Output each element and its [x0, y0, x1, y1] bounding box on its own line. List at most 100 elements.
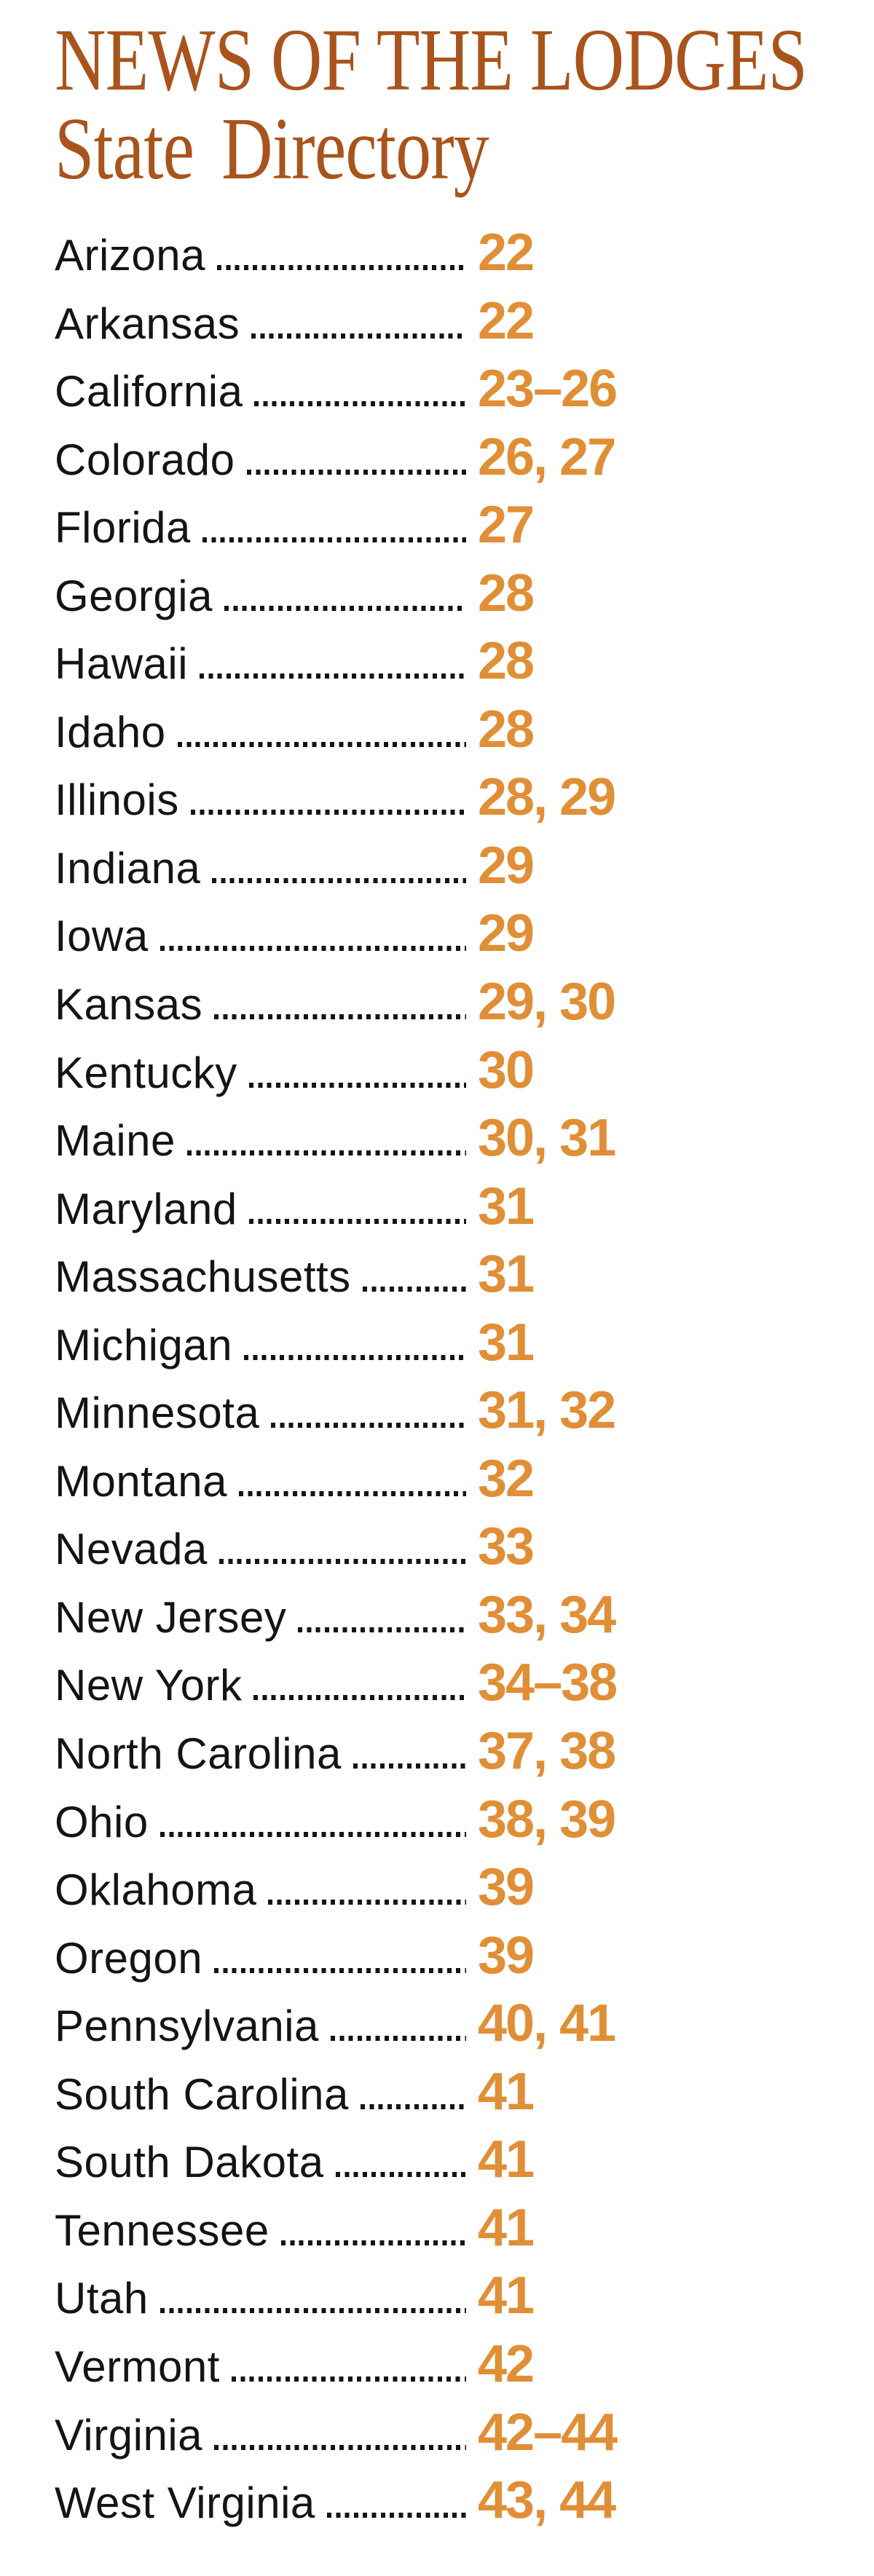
dotted-leader: [298, 1627, 466, 1632]
directory-row-name-leader: Florida: [55, 502, 466, 553]
state-name: Massachusetts: [55, 1252, 351, 1302]
page-numbers: 30: [478, 1040, 535, 1099]
state-name: Georgia: [55, 571, 213, 620]
directory-row-name-leader: Arizona: [55, 230, 466, 280]
directory-row: Michigan 31: [55, 1313, 830, 1381]
directory-row: Hawaii 28: [55, 631, 830, 700]
page-numbers: 39: [478, 1858, 535, 1917]
page-numbers: 31: [478, 1245, 535, 1304]
directory-row: Oklahoma 39: [55, 1857, 830, 1926]
state-name: Pennsylvania: [55, 2002, 319, 2051]
directory-row-name-leader: Kentucky: [55, 1048, 466, 1098]
dotted-leader: [353, 1763, 466, 1769]
dotted-leader: [177, 741, 466, 747]
directory-row: Nevada 33: [55, 1517, 830, 1585]
state-name: Utah: [55, 2274, 149, 2323]
directory-row: Montana 32: [55, 1449, 830, 1517]
dotted-leader: [268, 1900, 466, 1905]
dotted-leader: [200, 673, 466, 679]
page-numbers: 22: [478, 291, 535, 350]
state-name: Iowa: [55, 912, 149, 961]
state-name: Kentucky: [55, 1048, 237, 1097]
state-name: Michigan: [55, 1320, 233, 1370]
directory-row-name-leader: Vermont: [55, 2342, 466, 2392]
dotted-leader: [190, 810, 466, 815]
directory-row-name-leader: California: [55, 366, 466, 416]
dotted-leader: [239, 1490, 466, 1496]
page-numbers: 37, 38: [478, 1722, 616, 1781]
page-numbers: 22: [478, 224, 535, 282]
directory-row-name-leader: Oklahoma: [55, 1865, 466, 1915]
directory-row: Virginia 42–44: [55, 2403, 830, 2471]
page-numbers: 28: [478, 564, 535, 623]
directory-row: Georgia 28: [55, 564, 830, 632]
state-name: Minnesota: [55, 1388, 260, 1438]
page-numbers: 31: [478, 1177, 535, 1236]
state-name: South Dakota: [55, 2138, 324, 2187]
state-name: Maryland: [55, 1184, 237, 1233]
directory-row: Florida 27: [55, 495, 830, 564]
page-numbers: 30, 31: [478, 1109, 616, 1168]
directory-row: Illinois 28, 29: [55, 767, 830, 836]
directory-row: Kentucky 30: [55, 1040, 830, 1109]
state-name: Ohio: [55, 1797, 149, 1846]
directory-row: Minnesota 31, 32: [55, 1380, 830, 1449]
page-numbers: 32: [478, 1449, 535, 1508]
directory-row: Colorado 26, 27: [55, 427, 830, 496]
page-numbers: 41: [478, 2130, 535, 2189]
page-numbers: 27: [478, 496, 535, 555]
state-name: Kansas: [55, 980, 203, 1030]
directory-row: New Jersey 33, 34: [55, 1585, 830, 1654]
dotted-leader: [246, 469, 466, 475]
directory-row-name-leader: Pennsylvania: [55, 2001, 466, 2051]
dotted-leader: [244, 1354, 466, 1360]
directory-row-name-leader: Iowa: [55, 911, 466, 961]
directory-row: Maryland 31: [55, 1177, 830, 1245]
page-numbers: 28: [478, 700, 535, 759]
directory-row-name-leader: Michigan: [55, 1320, 466, 1370]
dotted-leader: [231, 2376, 466, 2382]
dotted-leader: [248, 1082, 466, 1088]
page-numbers: 38, 39: [478, 1790, 616, 1849]
directory-row-name-leader: South Dakota: [55, 2137, 466, 2187]
page-numbers: 39: [478, 1926, 535, 1985]
dotted-leader: [360, 2103, 466, 2109]
dotted-leader: [216, 265, 466, 270]
directory-row: Arkansas 22: [55, 291, 830, 360]
directory-row-name-leader: Illinois: [55, 775, 466, 825]
directory-row-name-leader: Tennessee: [55, 2205, 466, 2256]
page-numbers: 31: [478, 1313, 535, 1372]
state-name: Maine: [55, 1116, 176, 1166]
directory-row-name-leader: Montana: [55, 1456, 466, 1506]
directory-row-name-leader: West Virginia: [55, 2478, 466, 2528]
state-name: Virginia: [55, 2410, 203, 2460]
page-numbers: 33, 34: [478, 1585, 616, 1644]
state-name: New Jersey: [55, 1592, 287, 1642]
directory-row-name-leader: Idaho: [55, 707, 466, 757]
dotted-leader: [219, 1559, 466, 1565]
directory-row: Utah 41: [55, 2266, 830, 2334]
dotted-leader: [214, 1967, 466, 1973]
directory-row: Pennsylvania 40, 41: [55, 1994, 830, 2062]
page-numbers: 29: [478, 904, 535, 963]
state-name: California: [55, 367, 243, 416]
page-numbers: 23–26: [478, 360, 618, 419]
page-title: NEWS OF THE LODGES State Directory: [55, 16, 874, 194]
dotted-leader: [251, 333, 466, 339]
directory-row-name-leader: Arkansas: [55, 299, 466, 349]
page-numbers: 28, 29: [478, 768, 616, 827]
directory-row-name-leader: Massachusetts: [55, 1252, 466, 1302]
dotted-leader: [280, 2240, 466, 2245]
page-numbers: 29, 30: [478, 973, 616, 1032]
directory-row-name-leader: Minnesota: [55, 1388, 466, 1438]
directory-row: Massachusetts 31: [55, 1244, 830, 1313]
state-name: Nevada: [55, 1525, 208, 1574]
directory-row-name-leader: Nevada: [55, 1524, 466, 1574]
state-name: Oregon: [55, 1933, 203, 1983]
directory-row-name-leader: Virginia: [55, 2410, 466, 2460]
dotted-leader: [254, 401, 466, 407]
dotted-leader: [326, 2513, 466, 2518]
directory-row-name-leader: Utah: [55, 2273, 466, 2323]
directory-row: Arizona 22: [55, 223, 830, 291]
